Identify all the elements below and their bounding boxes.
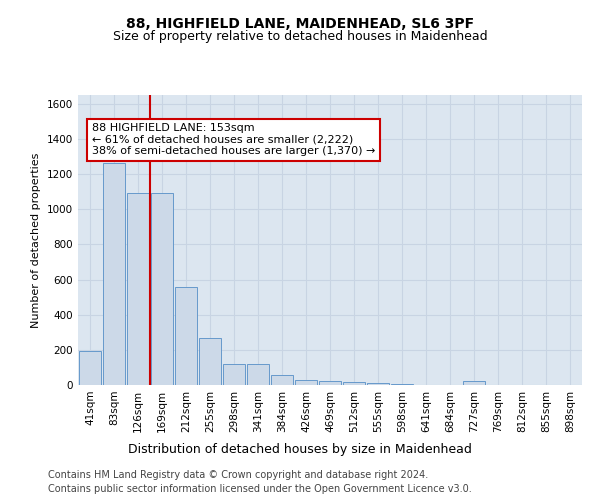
Bar (79, 350, 101, 385)
Text: Size of property relative to detached houses in Maidenhead: Size of property relative to detached ho… (113, 30, 487, 43)
Bar (271, 376, 293, 385)
Bar (343, 382, 365, 385)
Bar (391, 384, 413, 385)
Bar (463, 380, 485, 385)
Bar (367, 383, 389, 385)
Text: 88 HIGHFIELD LANE: 153sqm
← 61% of detached houses are smaller (2,222)
38% of se: 88 HIGHFIELD LANE: 153sqm ← 61% of detac… (92, 123, 375, 156)
Bar (223, 364, 245, 385)
Bar (127, 192, 149, 385)
Bar (103, 162, 125, 385)
Bar (247, 364, 269, 385)
Text: Distribution of detached houses by size in Maidenhead: Distribution of detached houses by size … (128, 442, 472, 456)
Bar (199, 338, 221, 385)
Bar (319, 382, 341, 385)
Text: Contains public sector information licensed under the Open Government Licence v3: Contains public sector information licen… (48, 484, 472, 494)
Y-axis label: Number of detached properties: Number of detached properties (31, 152, 41, 328)
Text: Contains HM Land Registry data © Crown copyright and database right 2024.: Contains HM Land Registry data © Crown c… (48, 470, 428, 480)
Bar (295, 380, 317, 385)
Text: 88, HIGHFIELD LANE, MAIDENHEAD, SL6 3PF: 88, HIGHFIELD LANE, MAIDENHEAD, SL6 3PF (126, 18, 474, 32)
Bar (151, 192, 173, 385)
Bar (175, 288, 197, 385)
